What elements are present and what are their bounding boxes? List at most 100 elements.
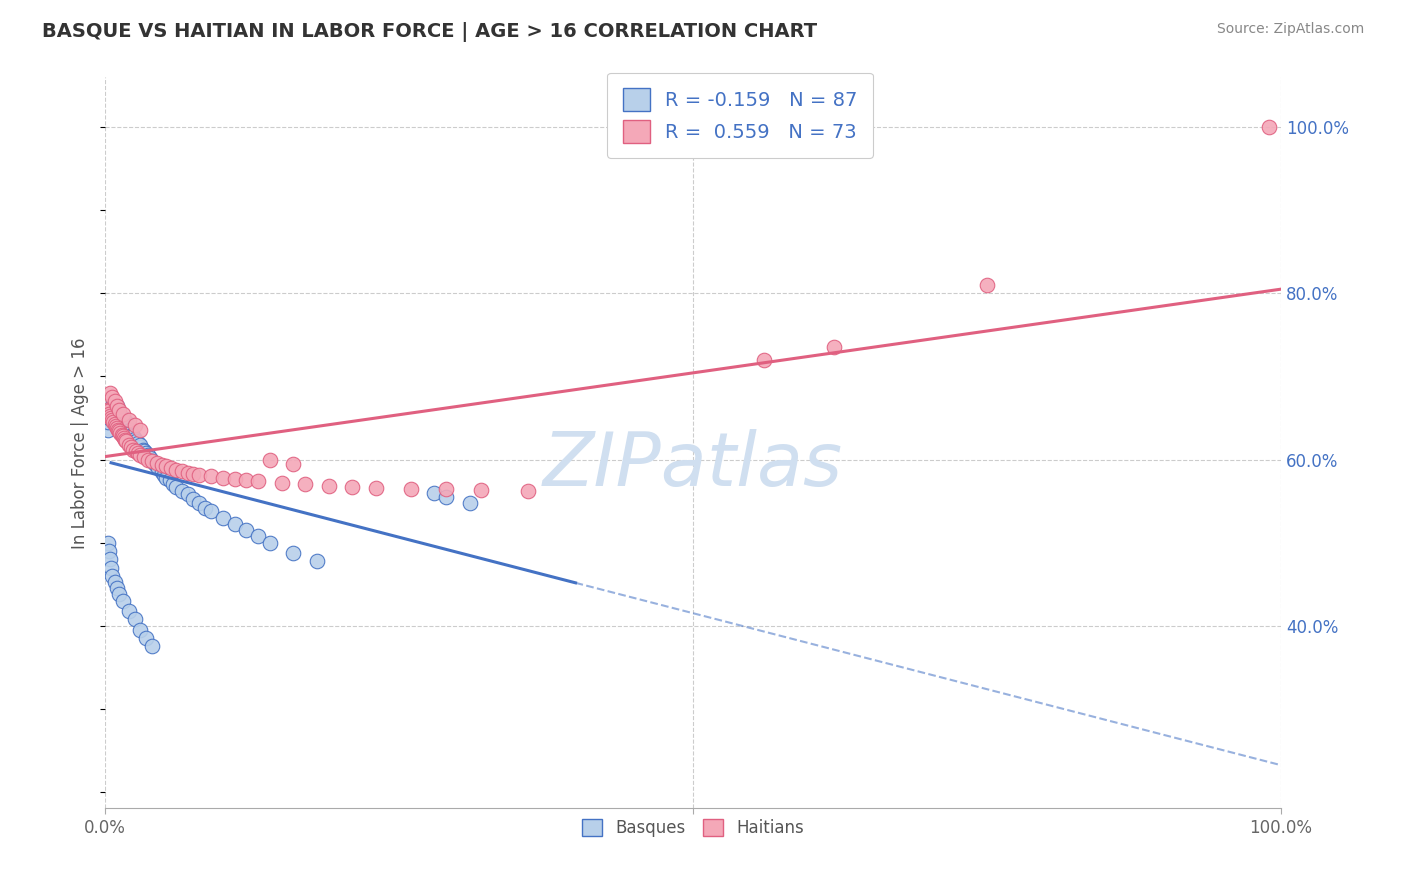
Text: BASQUE VS HAITIAN IN LABOR FORCE | AGE > 16 CORRELATION CHART: BASQUE VS HAITIAN IN LABOR FORCE | AGE >…	[42, 22, 817, 42]
Point	[110, 412, 132, 426]
Point	[159, 473, 181, 487]
Point	[160, 461, 183, 475]
Point	[188, 467, 211, 482]
Point	[108, 411, 131, 425]
Point	[136, 449, 159, 463]
Point	[104, 404, 127, 418]
Point	[98, 552, 121, 566]
Point	[107, 404, 129, 418]
Point	[155, 471, 177, 485]
Point	[110, 425, 132, 440]
Point	[104, 575, 127, 590]
Point	[124, 417, 146, 432]
Point	[105, 399, 128, 413]
Point	[823, 340, 845, 354]
Point	[259, 452, 281, 467]
Point	[129, 440, 152, 454]
Point	[108, 587, 131, 601]
Point	[100, 411, 122, 425]
Point	[434, 490, 457, 504]
Point	[127, 446, 149, 460]
Point	[96, 402, 118, 417]
Point	[97, 407, 120, 421]
Point	[155, 459, 177, 474]
Point	[146, 461, 169, 475]
Point	[117, 421, 139, 435]
Point	[108, 407, 131, 421]
Point	[118, 437, 141, 451]
Point	[100, 402, 122, 417]
Point	[122, 442, 145, 457]
Point	[115, 419, 138, 434]
Point	[97, 404, 120, 418]
Point	[120, 440, 142, 454]
Point	[139, 450, 162, 465]
Point	[200, 504, 222, 518]
Point	[183, 491, 205, 506]
Point	[129, 423, 152, 437]
Point	[97, 415, 120, 429]
Point	[224, 517, 246, 532]
Point	[259, 535, 281, 549]
Point	[141, 640, 163, 654]
Point	[118, 424, 141, 438]
Point	[97, 424, 120, 438]
Point	[247, 529, 270, 543]
Point	[340, 480, 363, 494]
Point	[101, 569, 124, 583]
Point	[103, 402, 125, 417]
Point	[112, 412, 135, 426]
Point	[125, 444, 148, 458]
Legend: Basques, Haitians: Basques, Haitians	[575, 813, 810, 844]
Point	[108, 402, 131, 417]
Point	[150, 458, 173, 472]
Point	[101, 390, 124, 404]
Point	[141, 454, 163, 468]
Point	[423, 485, 446, 500]
Point	[517, 484, 540, 499]
Point	[224, 473, 246, 487]
Point	[98, 407, 121, 421]
Point	[104, 419, 127, 434]
Point	[305, 554, 328, 568]
Point	[129, 448, 152, 462]
Point	[101, 412, 124, 426]
Point	[247, 474, 270, 488]
Point	[294, 477, 316, 491]
Point	[111, 427, 134, 442]
Point	[194, 500, 217, 515]
Point	[132, 444, 155, 458]
Point	[105, 407, 128, 421]
Point	[434, 483, 457, 497]
Point	[135, 446, 157, 460]
Y-axis label: In Labor Force | Age > 16: In Labor Force | Age > 16	[72, 337, 89, 549]
Point	[283, 457, 305, 471]
Point	[97, 535, 120, 549]
Point	[132, 450, 155, 464]
Point	[200, 469, 222, 483]
Point	[103, 415, 125, 429]
Point	[211, 510, 233, 524]
Point	[104, 417, 127, 431]
Point	[105, 402, 128, 417]
Point	[124, 432, 146, 446]
Point	[165, 480, 187, 494]
Point	[104, 401, 127, 415]
Point	[399, 482, 422, 496]
Point	[1258, 120, 1281, 135]
Point	[107, 423, 129, 437]
Point	[143, 457, 166, 471]
Point	[153, 467, 176, 482]
Point	[122, 429, 145, 443]
Point	[165, 462, 187, 476]
Point	[118, 424, 141, 438]
Point	[176, 466, 198, 480]
Point	[115, 434, 138, 449]
Point	[118, 412, 141, 426]
Point	[141, 454, 163, 468]
Point	[112, 431, 135, 445]
Point	[976, 278, 998, 293]
Text: Source: ZipAtlas.com: Source: ZipAtlas.com	[1216, 22, 1364, 37]
Point	[458, 496, 481, 510]
Point	[98, 386, 121, 401]
